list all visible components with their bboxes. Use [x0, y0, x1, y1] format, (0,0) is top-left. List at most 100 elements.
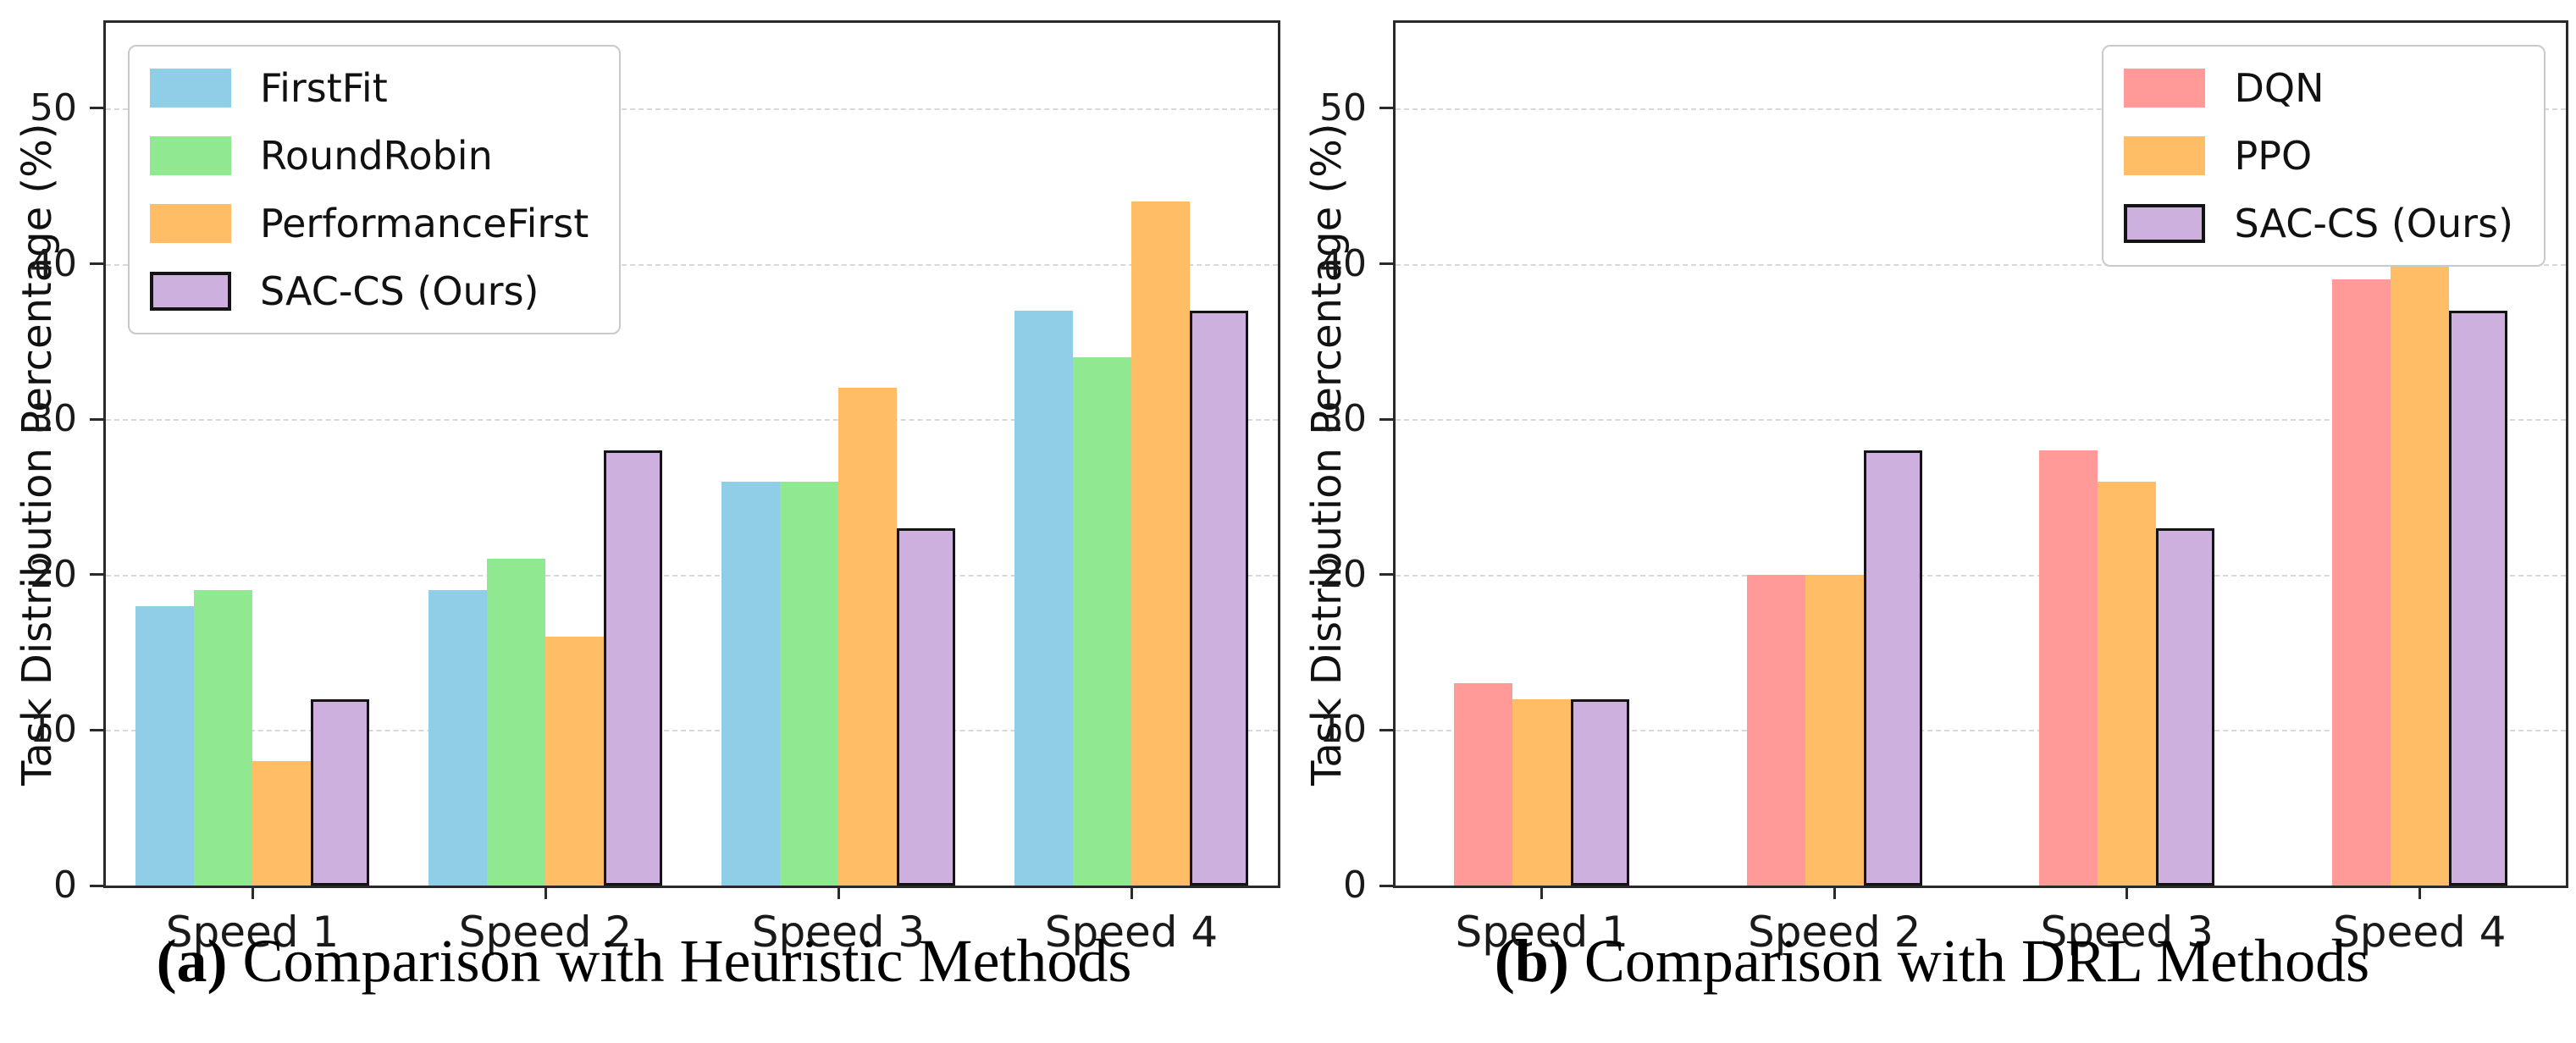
- panel-b: Task Distribution Percentage (%) 0 10 20 30…: [1288, 0, 2576, 1043]
- y-tick-mark-20: [90, 573, 103, 577]
- bar-ppo-speed-2: [1805, 574, 1864, 886]
- x-tick-mark-speed-1: [1540, 886, 1544, 899]
- x-tick-mark-speed-1: [251, 886, 254, 899]
- bar-performancefirst-speed-3: [838, 388, 898, 886]
- gridline-y-50: [1396, 108, 2566, 110]
- caption-a: (a) Comparison with Heuristic Methods: [0, 926, 1288, 996]
- x-tick-label-speed-4: Speed 4: [2333, 908, 2507, 957]
- legend: FirstFit RoundRobin PerformanceFirst SAC-CS…: [128, 45, 622, 334]
- legend-swatch-roundrobin: [150, 136, 231, 175]
- legend-swatch-dqn: [2124, 69, 2206, 108]
- bar-ppo-speed-3: [2098, 481, 2157, 886]
- bar-roundrobin-speed-1: [193, 590, 252, 886]
- y-tick-mark-10: [1379, 728, 1393, 731]
- x-tick-label-speed-1: Speed 1: [165, 908, 340, 957]
- legend-label-ppo: PPO: [2234, 133, 2313, 179]
- bar-sac-cs-ours-speed-4: [2448, 310, 2507, 886]
- legend-label-performancefirst: PerformanceFirst: [260, 201, 589, 246]
- y-tick-mark-30: [1379, 417, 1393, 421]
- gridline-y-40: [106, 263, 1278, 266]
- x-tick-mark-speed-3: [2125, 886, 2129, 899]
- x-tick-mark-speed-3: [837, 886, 840, 899]
- caption-a-label: (a): [156, 927, 228, 995]
- bar-firstfit-speed-4: [1014, 310, 1073, 886]
- legend-label-sac-cs-ours: SAC-CS (Ours): [2234, 201, 2513, 246]
- bar-dqn-speed-2: [1746, 574, 1805, 886]
- legend-label-sac-cs-ours: SAC-CS (Ours): [260, 268, 539, 314]
- legend-item-performancefirst: PerformanceFirst: [150, 201, 589, 246]
- bar-sac-cs-ours-speed-3: [897, 527, 956, 886]
- legend-label-firstfit: FirstFit: [260, 65, 388, 111]
- legend-item-dqn: DQN: [2124, 65, 2513, 111]
- legend-swatch-performancefirst: [150, 204, 231, 243]
- bar-firstfit-speed-2: [428, 590, 487, 886]
- panel-a: Task Distribution Percentage (%) 0 10 20 30…: [0, 20, 1288, 996]
- x-tick-label-speed-2: Speed 2: [1748, 908, 1921, 957]
- bar-ppo-speed-1: [1512, 698, 1572, 886]
- y-tick-label-50: 50: [1319, 86, 1367, 130]
- x-tick-label-speed-2: Speed 2: [458, 908, 633, 957]
- bar-roundrobin-speed-3: [779, 481, 838, 886]
- bar-performancefirst-speed-4: [1131, 201, 1191, 886]
- y-tick-mark-30: [90, 417, 103, 421]
- caption-b-text: Comparison with DRL Methods: [1568, 927, 2370, 995]
- x-tick-label-speed-3: Speed 3: [2040, 908, 2214, 957]
- bar-dqn-speed-1: [1454, 683, 1513, 886]
- gridline-y-40: [1396, 263, 2566, 266]
- gridline-y-30: [1396, 419, 2566, 422]
- legend-item-ppo: PPO: [2124, 133, 2513, 179]
- caption-b-label: (b): [1494, 927, 1569, 995]
- y-tick-mark-40: [1379, 262, 1393, 266]
- y-tick-label-30: 30: [30, 397, 77, 441]
- gridline-y-50: [106, 108, 1278, 110]
- legend-swatch-sac-cs-ours: [150, 272, 231, 311]
- y-tick-label-20: 20: [1319, 552, 1367, 596]
- x-tick-mark-speed-2: [544, 886, 547, 899]
- y-tick-label-10: 10: [30, 708, 77, 752]
- gridline-y-20: [1396, 574, 2566, 577]
- bar-performancefirst-speed-2: [545, 637, 605, 886]
- y-tick-label-20: 20: [30, 552, 77, 596]
- y-tick-label-30: 30: [1319, 397, 1367, 441]
- bar-sac-cs-ours-speed-3: [2156, 527, 2215, 886]
- legend-label-roundrobin: RoundRobin: [260, 133, 493, 179]
- bar-sac-cs-ours-speed-1: [1571, 698, 1630, 886]
- legend: DQN PPO SAC-CS (Ours): [2102, 45, 2546, 267]
- y-tick-label-40: 40: [1319, 241, 1367, 285]
- legend-item-roundrobin: RoundRobin: [150, 133, 589, 179]
- bar-dqn-speed-3: [2039, 450, 2098, 886]
- y-tick-label-50: 50: [30, 86, 77, 130]
- y-tick-mark-50: [1379, 107, 1393, 110]
- legend-item-sac-cs-ours: SAC-CS (Ours): [150, 268, 589, 314]
- caption-a-text: Comparison with Heuristic Methods: [227, 927, 1132, 995]
- bar-sac-cs-ours-speed-1: [311, 698, 370, 886]
- x-tick-label-speed-3: Speed 3: [751, 908, 926, 957]
- bar-firstfit-speed-3: [721, 481, 780, 886]
- y-tick-label-10: 10: [1319, 708, 1367, 752]
- gridline-y-20: [106, 574, 1278, 577]
- y-tick-mark-40: [90, 262, 103, 266]
- y-tick-label-0: 0: [1343, 864, 1367, 907]
- y-axis-label-a: Task Distribution Percentage (%): [14, 123, 61, 786]
- legend-swatch-ppo: [2124, 136, 2206, 175]
- x-tick-mark-speed-4: [2418, 886, 2421, 899]
- caption-b: (b) Comparison with DRL Methods: [1288, 926, 2576, 996]
- axes-b: 0 10 20 30 40 50 Speed 1 Speed 2 Speed 3 Speed 4 D…: [1319, 20, 2568, 957]
- legend-label-dqn: DQN: [2234, 65, 2324, 111]
- bar-sac-cs-ours-speed-2: [1863, 450, 1922, 886]
- bar-sac-cs-ours-speed-2: [604, 450, 663, 886]
- legend-item-firstfit: FirstFit: [150, 65, 589, 111]
- bar-ppo-speed-4: [2390, 263, 2449, 886]
- x-tick-mark-speed-4: [1130, 886, 1133, 899]
- bar-performancefirst-speed-1: [252, 761, 312, 886]
- legend-item-sac-cs-ours: SAC-CS (Ours): [2124, 201, 2513, 246]
- bar-sac-cs-ours-speed-4: [1190, 310, 1249, 886]
- y-tick-label-40: 40: [30, 241, 77, 285]
- gridline-y-30: [106, 419, 1278, 422]
- x-tick-mark-speed-2: [1832, 886, 1836, 899]
- y-tick-mark-50: [90, 107, 103, 110]
- y-tick-label-0: 0: [53, 864, 77, 907]
- legend-swatch-sac-cs-ours: [2124, 204, 2206, 243]
- x-tick-label-speed-4: Speed 4: [1044, 908, 1219, 957]
